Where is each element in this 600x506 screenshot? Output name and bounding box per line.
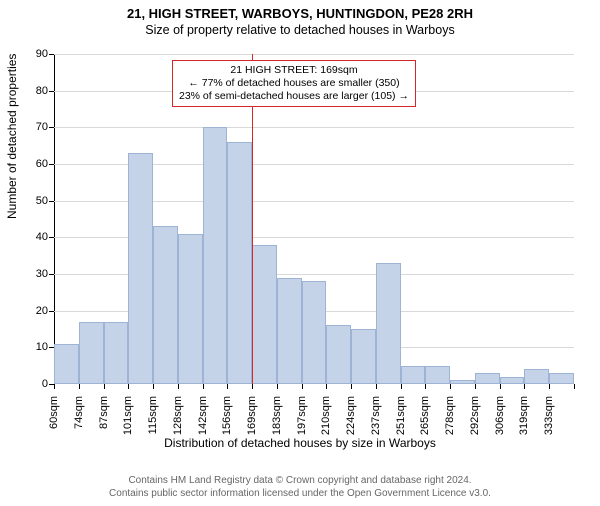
x-tick-label: 306sqm <box>494 390 506 435</box>
footer-line-1: Contains HM Land Registry data © Crown c… <box>0 474 600 487</box>
histogram-bar <box>549 373 574 384</box>
y-tick-label: 50 <box>36 195 54 207</box>
x-tick-label: 156sqm <box>221 390 233 435</box>
x-tick-label: 251sqm <box>395 390 407 435</box>
histogram-bar <box>475 373 500 384</box>
x-tick-label: 169sqm <box>246 390 258 435</box>
x-tick-mark <box>302 384 303 389</box>
x-tick-label: 278sqm <box>444 390 456 435</box>
x-tick-label: 74sqm <box>73 390 85 429</box>
chart-title-address: 21, HIGH STREET, WARBOYS, HUNTINGDON, PE… <box>0 6 600 21</box>
y-tick-label: 60 <box>36 158 54 170</box>
y-tick-label: 90 <box>36 48 54 60</box>
y-tick-label: 40 <box>36 231 54 243</box>
histogram-bar <box>524 369 549 384</box>
histogram-bar <box>450 380 475 384</box>
x-tick-mark <box>549 384 550 389</box>
histogram-bar <box>500 377 525 384</box>
x-tick-mark <box>227 384 228 389</box>
histogram-bar <box>54 344 79 384</box>
y-tick-label: 10 <box>36 341 54 353</box>
x-tick-label: 237sqm <box>370 390 382 435</box>
histogram-bar <box>104 322 129 384</box>
x-tick-mark <box>524 384 525 389</box>
x-tick-label: 197sqm <box>296 390 308 435</box>
x-tick-label: 265sqm <box>419 390 431 435</box>
x-tick-label: 115sqm <box>147 390 159 434</box>
y-tick-label: 20 <box>36 305 54 317</box>
x-tick-label: 128sqm <box>172 390 184 435</box>
chart-container: 21, HIGH STREET, WARBOYS, HUNTINGDON, PE… <box>0 6 600 506</box>
x-tick-mark <box>500 384 501 389</box>
x-tick-mark <box>277 384 278 389</box>
x-tick-mark <box>252 384 253 389</box>
histogram-bar <box>203 127 228 384</box>
x-tick-mark <box>79 384 80 389</box>
chart-subtitle: Size of property relative to detached ho… <box>0 23 600 37</box>
histogram-bar <box>178 234 203 384</box>
x-tick-label: 292sqm <box>469 390 481 435</box>
x-tick-label: 224sqm <box>345 390 357 435</box>
histogram-bar <box>401 366 426 384</box>
histogram-bar <box>252 245 277 384</box>
x-tick-label: 333sqm <box>543 390 555 435</box>
attribution-footer: Contains HM Land Registry data © Crown c… <box>0 474 600 500</box>
x-tick-label: 101sqm <box>122 390 134 435</box>
plot-area: 010203040506070809060sqm74sqm87sqm101sqm… <box>54 54 574 384</box>
histogram-bar <box>425 366 450 384</box>
grid-line <box>54 54 574 55</box>
x-tick-mark <box>178 384 179 389</box>
x-tick-label: 183sqm <box>271 390 283 435</box>
x-tick-mark <box>450 384 451 389</box>
x-tick-label: 319sqm <box>518 390 530 435</box>
x-axis-label: Distribution of detached houses by size … <box>0 436 600 450</box>
histogram-bar <box>277 278 302 384</box>
annotation-line-2: ← 77% of detached houses are smaller (35… <box>179 77 409 90</box>
x-tick-mark <box>326 384 327 389</box>
annotation-line-3: 23% of semi-detached houses are larger (… <box>179 90 409 103</box>
x-tick-mark <box>376 384 377 389</box>
y-axis-line <box>54 54 55 384</box>
x-tick-label: 142sqm <box>197 390 209 435</box>
histogram-bar <box>153 226 178 384</box>
annotation-box: 21 HIGH STREET: 169sqm← 77% of detached … <box>172 60 416 107</box>
y-tick-label: 30 <box>36 268 54 280</box>
x-tick-mark <box>203 384 204 389</box>
x-tick-mark <box>104 384 105 389</box>
x-tick-mark <box>425 384 426 389</box>
x-tick-mark <box>128 384 129 389</box>
x-tick-label: 210sqm <box>320 390 332 435</box>
histogram-bar <box>79 322 104 384</box>
x-tick-mark <box>351 384 352 389</box>
x-tick-label: 60sqm <box>48 390 60 429</box>
y-tick-label: 70 <box>36 121 54 133</box>
grid-line <box>54 127 574 128</box>
histogram-bar <box>227 142 252 384</box>
histogram-bar <box>326 325 351 384</box>
histogram-bar <box>351 329 376 384</box>
x-tick-mark <box>401 384 402 389</box>
histogram-bar <box>302 281 327 384</box>
annotation-line-1: 21 HIGH STREET: 169sqm <box>179 64 409 77</box>
x-tick-mark <box>475 384 476 389</box>
histogram-bar <box>128 153 153 384</box>
histogram-bar <box>376 263 401 384</box>
x-tick-mark <box>54 384 55 389</box>
x-tick-mark <box>574 384 575 389</box>
footer-line-2: Contains public sector information licen… <box>0 487 600 500</box>
x-tick-label: 87sqm <box>98 390 110 429</box>
x-tick-mark <box>153 384 154 389</box>
y-tick-label: 80 <box>36 85 54 97</box>
y-axis-label: Number of detached properties <box>5 54 19 219</box>
y-tick-label: 0 <box>42 378 54 390</box>
